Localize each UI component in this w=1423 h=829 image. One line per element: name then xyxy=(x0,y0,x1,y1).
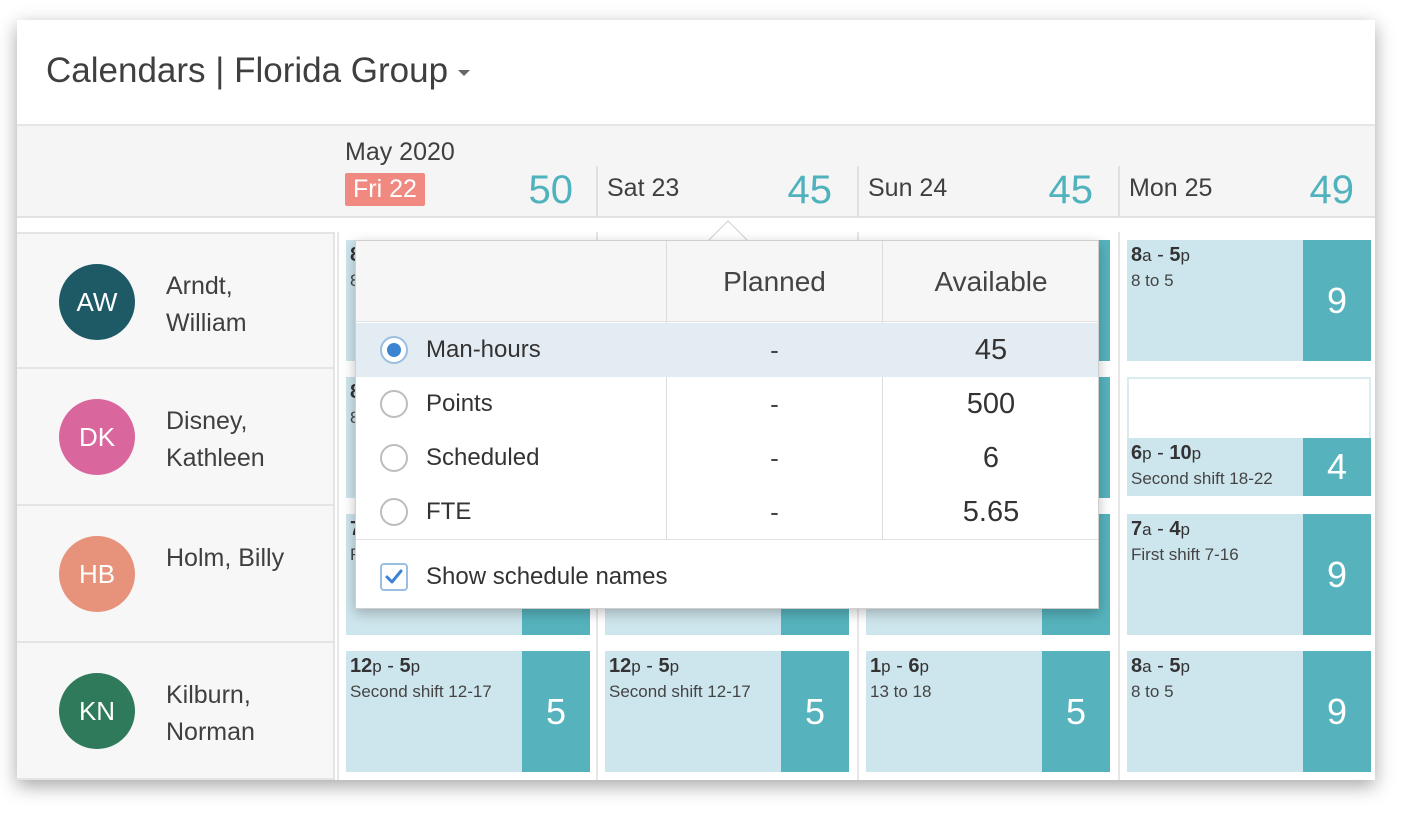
avatar: AW xyxy=(59,264,135,340)
day-total[interactable]: 45 xyxy=(1048,168,1094,212)
shift-time: 8a - 5p xyxy=(1131,655,1190,677)
metric-available: 45 xyxy=(974,334,1008,366)
shift-schedule-name: Second shift 18-22 xyxy=(1131,469,1273,488)
day-header-mon[interactable]: Mon 25 49 xyxy=(1118,166,1375,218)
metric-available: 5.65 xyxy=(962,496,1020,528)
shift-time: 12p - 5p xyxy=(350,655,421,677)
person-name-line: Arndt, xyxy=(166,272,233,300)
day-total[interactable]: 45 xyxy=(787,168,833,212)
shift-schedule-name: 13 to 18 xyxy=(870,682,932,701)
person-name-line: Norman xyxy=(166,718,255,746)
metric-row-points[interactable]: Points - 500 xyxy=(356,377,1098,431)
shift-cell[interactable]: 12p - 5p Second shift 12-17 5 xyxy=(605,651,849,772)
month-label: May 2020 xyxy=(345,138,455,166)
day-label: Sat 23 xyxy=(607,174,680,202)
metric-label: FTE xyxy=(426,498,472,525)
metric-available: 6 xyxy=(982,442,1000,474)
shift-hours: 9 xyxy=(1303,514,1371,635)
radio-button[interactable] xyxy=(380,444,408,472)
metric-label: Man-hours xyxy=(426,336,541,363)
shift-hours: 5 xyxy=(1042,651,1110,772)
person-name-line: William xyxy=(166,309,247,337)
person-name: Disney, Kathleen xyxy=(166,403,265,477)
shift-cell[interactable]: 8a - 5p 8 to 5 9 xyxy=(1127,240,1371,361)
column-header-planned: Planned xyxy=(723,266,826,297)
person-row[interactable]: KN Kilburn, Norman xyxy=(17,643,335,780)
person-name: Arndt, William xyxy=(166,268,247,342)
empty-shift-slot[interactable] xyxy=(1127,377,1371,440)
page-header: Calendars | Florida Group xyxy=(17,20,1375,126)
day-header-sat[interactable]: Sat 23 45 xyxy=(596,166,857,218)
person-row[interactable]: DK Disney, Kathleen xyxy=(17,369,335,506)
column-divider xyxy=(882,241,883,539)
totals-popover: Planned Available Man-hours - 45 Points … xyxy=(355,240,1099,609)
day-header-sun[interactable]: Sun 24 45 xyxy=(857,166,1118,218)
day-header-fri[interactable]: Fri 22 50 xyxy=(337,166,598,218)
person-name-line: Disney, xyxy=(166,407,248,435)
column-divider xyxy=(666,241,667,539)
metric-planned: - xyxy=(770,443,779,473)
day-column-mon: 8a - 5p 8 to 5 9 6p - 10p Second shift 1… xyxy=(1118,232,1375,780)
shift-schedule-name: First shift 7-16 xyxy=(1131,545,1239,564)
column-header-available: Available xyxy=(934,266,1048,297)
popover-header: Planned Available xyxy=(356,241,1098,322)
day-label: Sun 24 xyxy=(868,174,948,202)
day-label: Mon 25 xyxy=(1129,174,1213,202)
shift-time: 7a - 4p xyxy=(1131,518,1190,540)
page-title: Calendars | Florida Group xyxy=(46,51,449,90)
metric-row-fte[interactable]: FTE - 5.65 xyxy=(356,485,1098,539)
shift-cell[interactable]: 1p - 6p 13 to 18 5 xyxy=(866,651,1110,772)
shift-cell[interactable]: 6p - 10p Second shift 18-22 4 xyxy=(1127,438,1371,496)
shift-time: 8a - 5p xyxy=(1131,244,1190,266)
person-name: Kilburn, Norman xyxy=(166,677,255,751)
avatar: DK xyxy=(59,399,135,475)
shift-time: 6p - 10p xyxy=(1131,442,1202,464)
shift-cell[interactable]: 8a - 5p 8 to 5 9 xyxy=(1127,651,1371,772)
person-name-line: Holm, Billy xyxy=(166,544,285,572)
metric-planned: - xyxy=(770,389,779,419)
metric-available: 500 xyxy=(966,388,1016,420)
shift-hours: 9 xyxy=(1303,651,1371,772)
checkmark-icon xyxy=(385,569,403,584)
people-column: AW Arndt, William DK Disney, Kathleen HB… xyxy=(17,232,335,780)
shift-hours: 5 xyxy=(781,651,849,772)
show-schedule-names-checkbox[interactable] xyxy=(380,563,408,591)
metric-row-man-hours[interactable]: Man-hours - 45 xyxy=(356,323,1098,377)
shift-schedule-name: 8 to 5 xyxy=(1131,682,1174,701)
chevron-down-icon[interactable] xyxy=(458,69,471,76)
radio-button[interactable] xyxy=(380,498,408,526)
shift-schedule-name: Second shift 12-17 xyxy=(350,682,492,701)
shift-hours: 5 xyxy=(522,651,590,772)
avatar: HB xyxy=(59,536,135,612)
show-schedule-names-label: Show schedule names xyxy=(426,563,668,590)
person-name: Holm, Billy xyxy=(166,540,284,577)
person-name-line: Kathleen xyxy=(166,444,265,472)
metric-label: Scheduled xyxy=(426,444,540,471)
popover-footer: Show schedule names xyxy=(356,539,1098,610)
avatar: KN xyxy=(59,673,135,749)
shift-cell[interactable]: 7a - 4p First shift 7-16 9 xyxy=(1127,514,1371,635)
person-name-line: Kilburn, xyxy=(166,681,251,709)
shift-hours: 9 xyxy=(1303,240,1371,361)
shift-hours: 4 xyxy=(1303,438,1371,496)
shift-time: 1p - 6p xyxy=(870,655,929,677)
person-row[interactable]: AW Arndt, William xyxy=(17,232,335,369)
day-total[interactable]: 49 xyxy=(1309,168,1355,212)
calendar-selector[interactable]: Calendars | Florida Group xyxy=(46,51,471,91)
radio-button[interactable] xyxy=(380,336,408,364)
shift-schedule-name: Second shift 12-17 xyxy=(609,682,751,701)
shift-time: 12p - 5p xyxy=(609,655,680,677)
metric-planned: - xyxy=(770,335,779,365)
shift-cell[interactable]: 12p - 5p Second shift 12-17 5 xyxy=(346,651,590,772)
day-header-row: May 2020 Fri 22 50 Sat 23 45 Sun 24 45 M… xyxy=(17,126,1375,218)
day-label-today: Fri 22 xyxy=(345,173,425,206)
radio-button[interactable] xyxy=(380,390,408,418)
metric-label: Points xyxy=(426,390,493,417)
metric-row-scheduled[interactable]: Scheduled - 6 xyxy=(356,431,1098,485)
day-total[interactable]: 50 xyxy=(528,168,574,212)
metric-planned: - xyxy=(770,497,779,527)
person-row[interactable]: HB Holm, Billy xyxy=(17,506,335,643)
shift-schedule-name: 8 to 5 xyxy=(1131,271,1174,290)
